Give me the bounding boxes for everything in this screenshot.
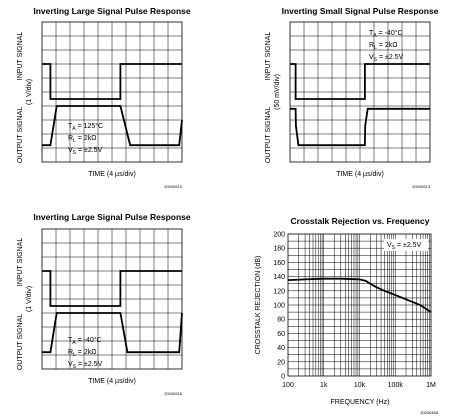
scope-traces: [290, 63, 430, 147]
y-label-input: INPUT SIGNAL: [17, 32, 24, 81]
x-tick-label: 1k: [320, 382, 328, 389]
figure-id: 20030616: [164, 391, 183, 396]
condition-ta: TA = 125°C: [68, 122, 103, 132]
y-tick-label: 140: [273, 274, 285, 281]
scope-traces: [42, 270, 183, 354]
y-label-input: INPUT SIGNAL: [17, 238, 24, 287]
crosstalk-line: [287, 277, 432, 313]
chart-title: Crosstalk Rejection vs. Frequency: [291, 216, 430, 226]
y-tick-label: 100: [273, 303, 285, 310]
conditions-box: VS = ±2.5V: [384, 239, 428, 251]
x-tick-label: 100: [282, 382, 294, 389]
figure-id: 20030613: [412, 184, 431, 189]
y-tick-label: 60: [277, 331, 285, 338]
output-signal-trace: [290, 107, 430, 147]
y-tick-label: 180: [273, 246, 285, 253]
input-signal-trace: [290, 63, 430, 100]
chart-title: Inverting Small Signal Pulse Response: [282, 6, 439, 16]
plot-frame: [287, 233, 432, 377]
input-signal-trace: [42, 63, 182, 100]
condition-vs: VS = ±2.5V: [68, 361, 103, 370]
y-tick-label: 120: [273, 288, 285, 295]
x-tick-label: 10k: [354, 382, 366, 389]
y-scale-label: (50 mV/div): [274, 74, 281, 110]
y-tick-label: 0: [281, 374, 285, 381]
scope-panel-small-neg40c: Inverting Small Signal Pulse Response IN…: [265, 6, 439, 189]
condition-rl: RL = 2kΩ: [68, 349, 96, 358]
y-tick-label: 200: [273, 232, 285, 239]
y-scale-label: (1 V/div): [26, 286, 33, 312]
crosstalk-series: [287, 277, 432, 313]
condition-vs: VS = ±2.5V: [387, 242, 422, 251]
y-label-output: OUTPUT SIGNAL: [17, 107, 24, 163]
conditions-box: TA = -40°C RL = 2kΩ VS = ±2.5V: [369, 29, 404, 63]
output-signal-trace: [42, 312, 183, 354]
y-label-output: OUTPUT SIGNAL: [265, 107, 272, 163]
y-axis-label: CROSSTALK REJECTION (dB): [255, 256, 262, 355]
scope-panel-large-125c: Inverting Large Signal Pulse Response IN…: [17, 6, 191, 189]
scope-frame: [289, 21, 431, 163]
x-tick-label: 100k: [388, 382, 404, 389]
crosstalk-chart: Crosstalk Rejection vs. Frequency 0 20 40 6…: [255, 216, 439, 415]
scope-grid: [290, 22, 430, 162]
scope-grid: [42, 22, 182, 162]
scope-panel-large-neg40c: Inverting Large Signal Pulse Response IN…: [17, 212, 191, 396]
log-grid: [288, 234, 431, 376]
output-signal-trace: [42, 105, 183, 147]
conditions-background: [384, 239, 428, 251]
conditions-box: TA = -40°C RL = 2kΩ VS = ±2.5V: [68, 336, 103, 370]
y-tick-label: 40: [277, 345, 285, 352]
y-tick-label: 20: [277, 359, 285, 366]
input-signal-trace: [42, 270, 182, 307]
x-axis-label: TIME (4 µs/div): [88, 378, 136, 385]
chart-title: Inverting Large Signal Pulse Response: [33, 6, 191, 16]
y-tick-labels: 0 20 40 60 80 100 120 140 160 180 200: [273, 232, 285, 381]
scope-traces: [42, 63, 183, 147]
condition-rl: RL = 2kΩ: [68, 135, 96, 144]
x-tick-label: 1M: [426, 382, 436, 389]
y-label-output: OUTPUT SIGNAL: [17, 314, 24, 370]
figure-id: 20030615: [164, 184, 183, 189]
condition-rl: RL = 2kΩ: [369, 42, 397, 51]
condition-vs: VS = ±2.5V: [369, 54, 404, 63]
y-label-input: INPUT SIGNAL: [265, 32, 272, 81]
y-tick-label: 80: [277, 317, 285, 324]
scope-frame: [41, 21, 183, 163]
condition-ta: TA = -40°C: [369, 29, 403, 39]
y-tick-label: 160: [273, 260, 285, 267]
scope-frame: [41, 228, 183, 370]
figure-id: 20030458: [420, 410, 439, 415]
condition-vs: VS = ±2.5V: [68, 147, 103, 156]
condition-ta: TA = -40°C: [68, 336, 102, 346]
scope-grid: [42, 229, 182, 369]
x-axis-label: TIME (4 µs/div): [336, 171, 384, 178]
x-tick-labels: 100 1k 10k 100k 1M: [282, 382, 436, 389]
x-axis-label: FREQUENCY (Hz): [331, 399, 390, 406]
chart-title: Inverting Large Signal Pulse Response: [33, 212, 191, 222]
conditions-box: TA = 125°C RL = 2kΩ VS = ±2.5V: [68, 122, 103, 156]
y-scale-label: (1 V/div): [26, 79, 33, 105]
x-axis-label: TIME (4 µs/div): [88, 171, 136, 178]
